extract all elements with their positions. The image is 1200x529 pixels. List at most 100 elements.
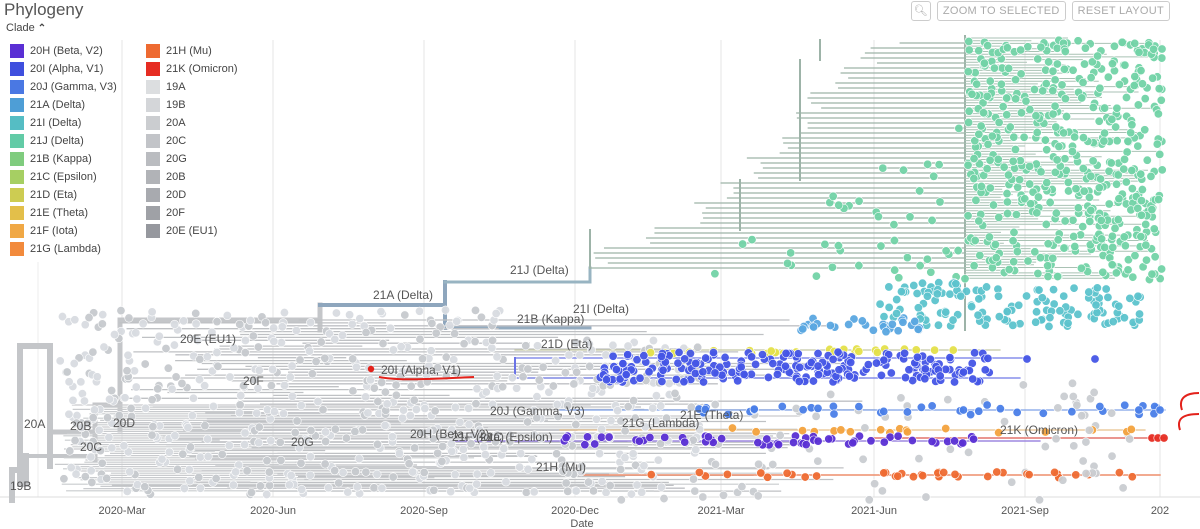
tip-node[interactable] (1020, 194, 1030, 204)
tip-node[interactable] (492, 371, 502, 381)
tip-node[interactable] (569, 379, 579, 389)
tip-node[interactable] (269, 407, 279, 417)
tip-node[interactable] (79, 396, 89, 406)
tip-node[interactable] (1092, 308, 1102, 318)
tip-node[interactable] (126, 403, 136, 413)
tip-node[interactable] (1016, 69, 1026, 79)
tip-node[interactable] (719, 490, 729, 500)
legend-item[interactable]: 21B (Kappa) (10, 150, 117, 168)
tip-node[interactable] (240, 440, 250, 450)
tip-node[interactable] (698, 367, 708, 377)
tip-node[interactable] (595, 449, 605, 459)
tip-node[interactable] (391, 390, 401, 400)
tip-node[interactable] (1036, 167, 1046, 177)
tip-node[interactable] (623, 402, 633, 412)
tip-node[interactable] (849, 314, 859, 324)
tip-node[interactable] (140, 359, 150, 369)
tip-node[interactable] (968, 374, 978, 384)
tip-node[interactable] (415, 334, 425, 344)
tip-node[interactable] (254, 365, 264, 375)
tip-node[interactable] (983, 41, 993, 51)
tip-node[interactable] (1052, 59, 1062, 69)
tip-node[interactable] (1050, 467, 1060, 477)
tip-node[interactable] (976, 121, 986, 131)
tip-node[interactable] (623, 341, 633, 351)
tip-node[interactable] (1114, 80, 1124, 90)
tip-node[interactable] (1090, 354, 1100, 364)
tip-node[interactable] (597, 476, 607, 486)
tip-node[interactable] (154, 331, 164, 341)
tip-node[interactable] (551, 356, 561, 366)
tip-node[interactable] (465, 483, 475, 493)
tip-node[interactable] (884, 282, 894, 292)
tip-node[interactable] (1114, 194, 1124, 204)
tip-node[interactable] (902, 407, 912, 417)
tip-node[interactable] (1067, 146, 1077, 156)
tip-node[interactable] (824, 434, 834, 444)
tip-node[interactable] (877, 486, 887, 496)
tip-node[interactable] (913, 324, 923, 334)
tip-node[interactable] (945, 353, 955, 363)
tip-node[interactable] (626, 489, 636, 499)
tip-node[interactable] (1042, 178, 1052, 188)
tip-node[interactable] (167, 384, 177, 394)
tip-node[interactable] (99, 342, 109, 352)
tip-node[interactable] (1000, 417, 1010, 427)
tip-node[interactable] (941, 424, 951, 434)
tip-node[interactable] (358, 425, 368, 435)
reset-layout-button[interactable]: RESET LAYOUT (1071, 1, 1170, 21)
tip-node[interactable] (930, 345, 940, 355)
tip-node[interactable] (913, 303, 923, 313)
tip-node[interactable] (1078, 163, 1088, 173)
tip-node[interactable] (1041, 219, 1051, 229)
tip-node[interactable] (459, 339, 469, 349)
tip-node[interactable] (1123, 255, 1133, 265)
tip-node[interactable] (122, 366, 132, 376)
tip-node[interactable] (446, 487, 456, 497)
tip-node[interactable] (985, 76, 995, 86)
tip-node[interactable] (1096, 174, 1106, 184)
tip-node[interactable] (774, 440, 784, 450)
tip-node[interactable] (240, 428, 250, 438)
tip-node[interactable] (656, 482, 666, 492)
tip-node[interactable] (854, 431, 864, 441)
tip-node[interactable] (826, 389, 836, 399)
tip-node[interactable] (995, 404, 1005, 414)
tip-node[interactable] (1123, 265, 1133, 275)
tip-node[interactable] (783, 258, 793, 268)
tip-node[interactable] (1148, 73, 1158, 83)
tip-node[interactable] (588, 486, 598, 496)
tip-node[interactable] (276, 338, 286, 348)
tip-node[interactable] (978, 108, 988, 118)
tip-node[interactable] (637, 487, 647, 497)
tip-node[interactable] (341, 433, 351, 443)
tip-node[interactable] (991, 253, 1001, 263)
tip-node[interactable] (941, 307, 951, 317)
zoom-to-selected-button[interactable]: ZOOM TO SELECTED (936, 1, 1066, 21)
tip-node[interactable] (544, 387, 554, 397)
tip-node[interactable] (927, 401, 937, 411)
tip-node[interactable] (1036, 253, 1046, 263)
tip-node[interactable] (967, 89, 977, 99)
tip-node[interactable] (717, 434, 727, 444)
tip-node[interactable] (772, 369, 782, 379)
tip-node[interactable] (620, 453, 630, 463)
tip-node[interactable] (132, 394, 142, 404)
tip-node[interactable] (1157, 165, 1167, 175)
tip-node[interactable] (377, 483, 387, 493)
tip-node[interactable] (363, 408, 373, 418)
tip-node[interactable] (388, 472, 398, 482)
tip-node[interactable] (1011, 75, 1021, 85)
tip-node[interactable] (410, 443, 420, 453)
tip-node[interactable] (141, 403, 151, 413)
tip-node[interactable] (833, 347, 843, 357)
tip-node[interactable] (982, 91, 992, 101)
tip-node[interactable] (969, 261, 979, 271)
tip-node[interactable] (982, 400, 992, 410)
tip-node[interactable] (601, 487, 611, 497)
tip-node[interactable] (945, 444, 955, 454)
tip-node[interactable] (1059, 291, 1069, 301)
tip-node[interactable] (1127, 184, 1137, 194)
tip-node[interactable] (475, 425, 485, 435)
tip-node[interactable] (1140, 125, 1150, 135)
